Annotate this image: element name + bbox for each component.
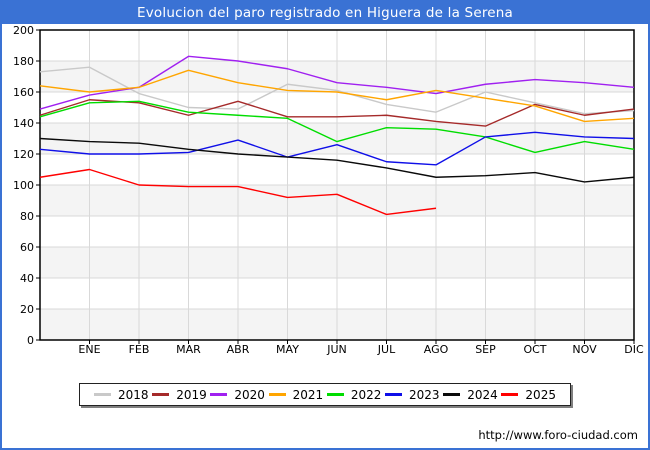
x-axis-label: MAY — [276, 343, 299, 356]
legend-label-2021: 2021 — [292, 387, 324, 402]
legend-item-2020: 2020 — [210, 389, 265, 401]
legend-swatch-2024 — [443, 393, 461, 396]
x-axis-label: MAR — [176, 343, 201, 356]
x-axis-label: AGO — [424, 343, 449, 356]
footer-url[interactable]: http://www.foro-ciudad.com — [478, 428, 638, 442]
x-axis-label: NOV — [572, 343, 597, 356]
chart-title-bar: Evolucion del paro registrado en Higuera… — [2, 2, 648, 24]
y-axis-label: 100 — [13, 179, 34, 192]
legend-swatch-2021 — [268, 393, 286, 396]
y-axis-label: 120 — [13, 148, 34, 161]
series-2023 — [39, 131, 635, 166]
legend-item-2021: 2021 — [268, 387, 324, 402]
x-axis-label: OCT — [523, 343, 546, 356]
legend-swatch-2018 — [94, 393, 111, 396]
legend: 2018 2019 2020 2021 2022 2023 2024 2025 — [79, 383, 571, 406]
legend-item-2023: 2023 — [385, 389, 440, 401]
legend-swatch-2019 — [152, 393, 170, 396]
legend-label-2020: 2020 — [234, 387, 265, 402]
series-2019 — [39, 99, 635, 127]
x-axis-label: JUL — [377, 343, 396, 356]
legend-label-2018: 2018 — [118, 387, 149, 402]
plot-frame — [39, 29, 635, 341]
legend-swatch-2023 — [385, 393, 403, 396]
y-axis-label: 140 — [13, 117, 34, 130]
legend-swatch-2020 — [210, 393, 228, 396]
series-2024 — [39, 137, 635, 183]
y-axis-label: 60 — [20, 241, 34, 254]
legend-label-2019: 2019 — [176, 387, 207, 402]
x-axis-label: DIC — [624, 343, 644, 356]
legend-label-2023: 2023 — [409, 387, 440, 402]
x-axis-label: SEP — [475, 343, 496, 356]
series-2025 — [39, 168, 437, 216]
y-axis-label: 200 — [13, 24, 34, 37]
series-2021 — [39, 69, 635, 123]
y-axis-label: 0 — [27, 334, 34, 347]
x-axis-label: FEB — [129, 343, 150, 356]
chart-title: Evolucion del paro registrado en Higuera… — [136, 5, 514, 21]
legend-item-2022: 2022 — [326, 387, 382, 402]
y-axis-label: 40 — [20, 272, 34, 285]
y-axis-label: 180 — [13, 55, 34, 68]
y-axis-label: 80 — [20, 210, 34, 223]
legend-swatch-2022 — [326, 393, 344, 396]
x-axis-label: ABR — [227, 343, 250, 356]
y-axis-label: 160 — [13, 86, 34, 99]
legend-item-2018: 2018 — [94, 389, 149, 401]
legend-label-2024: 2024 — [467, 387, 498, 402]
legend-label-2022: 2022 — [350, 387, 382, 402]
legend-swatch-2025 — [501, 393, 519, 396]
legend-item-2024: 2024 — [443, 389, 498, 401]
series-2018 — [39, 66, 635, 115]
legend-item-2019: 2019 — [152, 389, 207, 401]
x-axis-label: ENE — [78, 343, 100, 356]
legend-label-2025: 2025 — [525, 387, 556, 402]
legend-item-2025: 2025 — [501, 389, 556, 401]
series-2022 — [39, 100, 635, 154]
y-axis-label: 20 — [20, 303, 34, 316]
x-axis-label: JUN — [326, 343, 347, 356]
